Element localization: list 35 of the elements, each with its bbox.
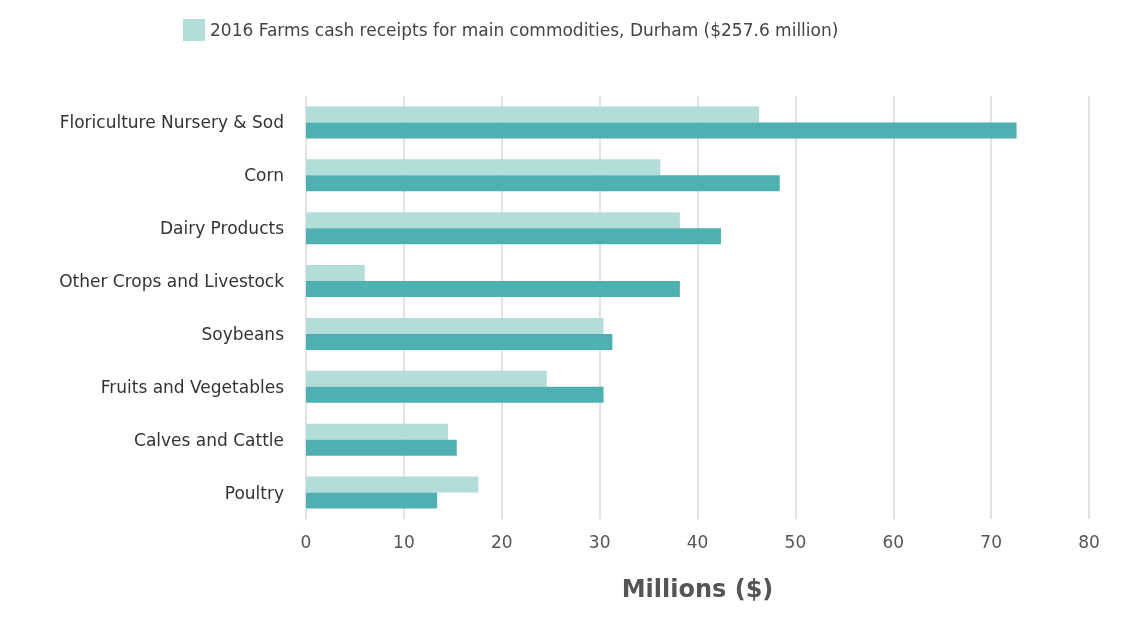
y-tick-label: Poultry — [224, 482, 284, 503]
bar — [306, 106, 760, 123]
y-tick-label: Fruits and Vegetables — [100, 376, 285, 397]
bar — [306, 333, 613, 350]
x-axis-title: Millions ($) — [621, 575, 774, 603]
legend-label: 2016 Farms cash receipts for main commodities, Durham ($257.6 million) — [210, 20, 839, 40]
bar — [306, 228, 721, 245]
bar — [306, 386, 604, 403]
bar — [306, 122, 1017, 139]
y-tick-label: Floriculture Nursery & Sod — [59, 112, 284, 133]
y-tick-label: Other Crops and Livestock — [59, 271, 285, 292]
bar — [306, 492, 438, 509]
y-tick-label: Calves and Cattle — [134, 429, 284, 450]
bar — [306, 281, 680, 298]
y-tick-label: Soybeans — [201, 323, 285, 344]
bar — [306, 159, 661, 176]
x-tick-label: 50 — [784, 531, 807, 552]
bar — [306, 423, 448, 440]
bar — [306, 476, 479, 493]
bar — [306, 265, 365, 282]
bar — [306, 370, 547, 387]
bar — [306, 317, 604, 334]
x-tick-label: 60 — [882, 531, 905, 552]
x-tick-label: 80 — [1078, 531, 1100, 552]
y-tick-label: Corn — [244, 165, 284, 186]
bar — [306, 175, 780, 192]
x-tick-label: 10 — [393, 531, 415, 552]
bar — [306, 212, 680, 229]
bar — [306, 439, 457, 456]
x-tick-label: 0 — [300, 531, 312, 552]
y-tick-label: Dairy Products — [159, 218, 285, 239]
x-tick-label: 70 — [980, 531, 1002, 552]
x-tick-label: 30 — [588, 531, 611, 552]
x-tick-label: 40 — [686, 531, 709, 552]
x-tick-label: 20 — [490, 531, 513, 552]
